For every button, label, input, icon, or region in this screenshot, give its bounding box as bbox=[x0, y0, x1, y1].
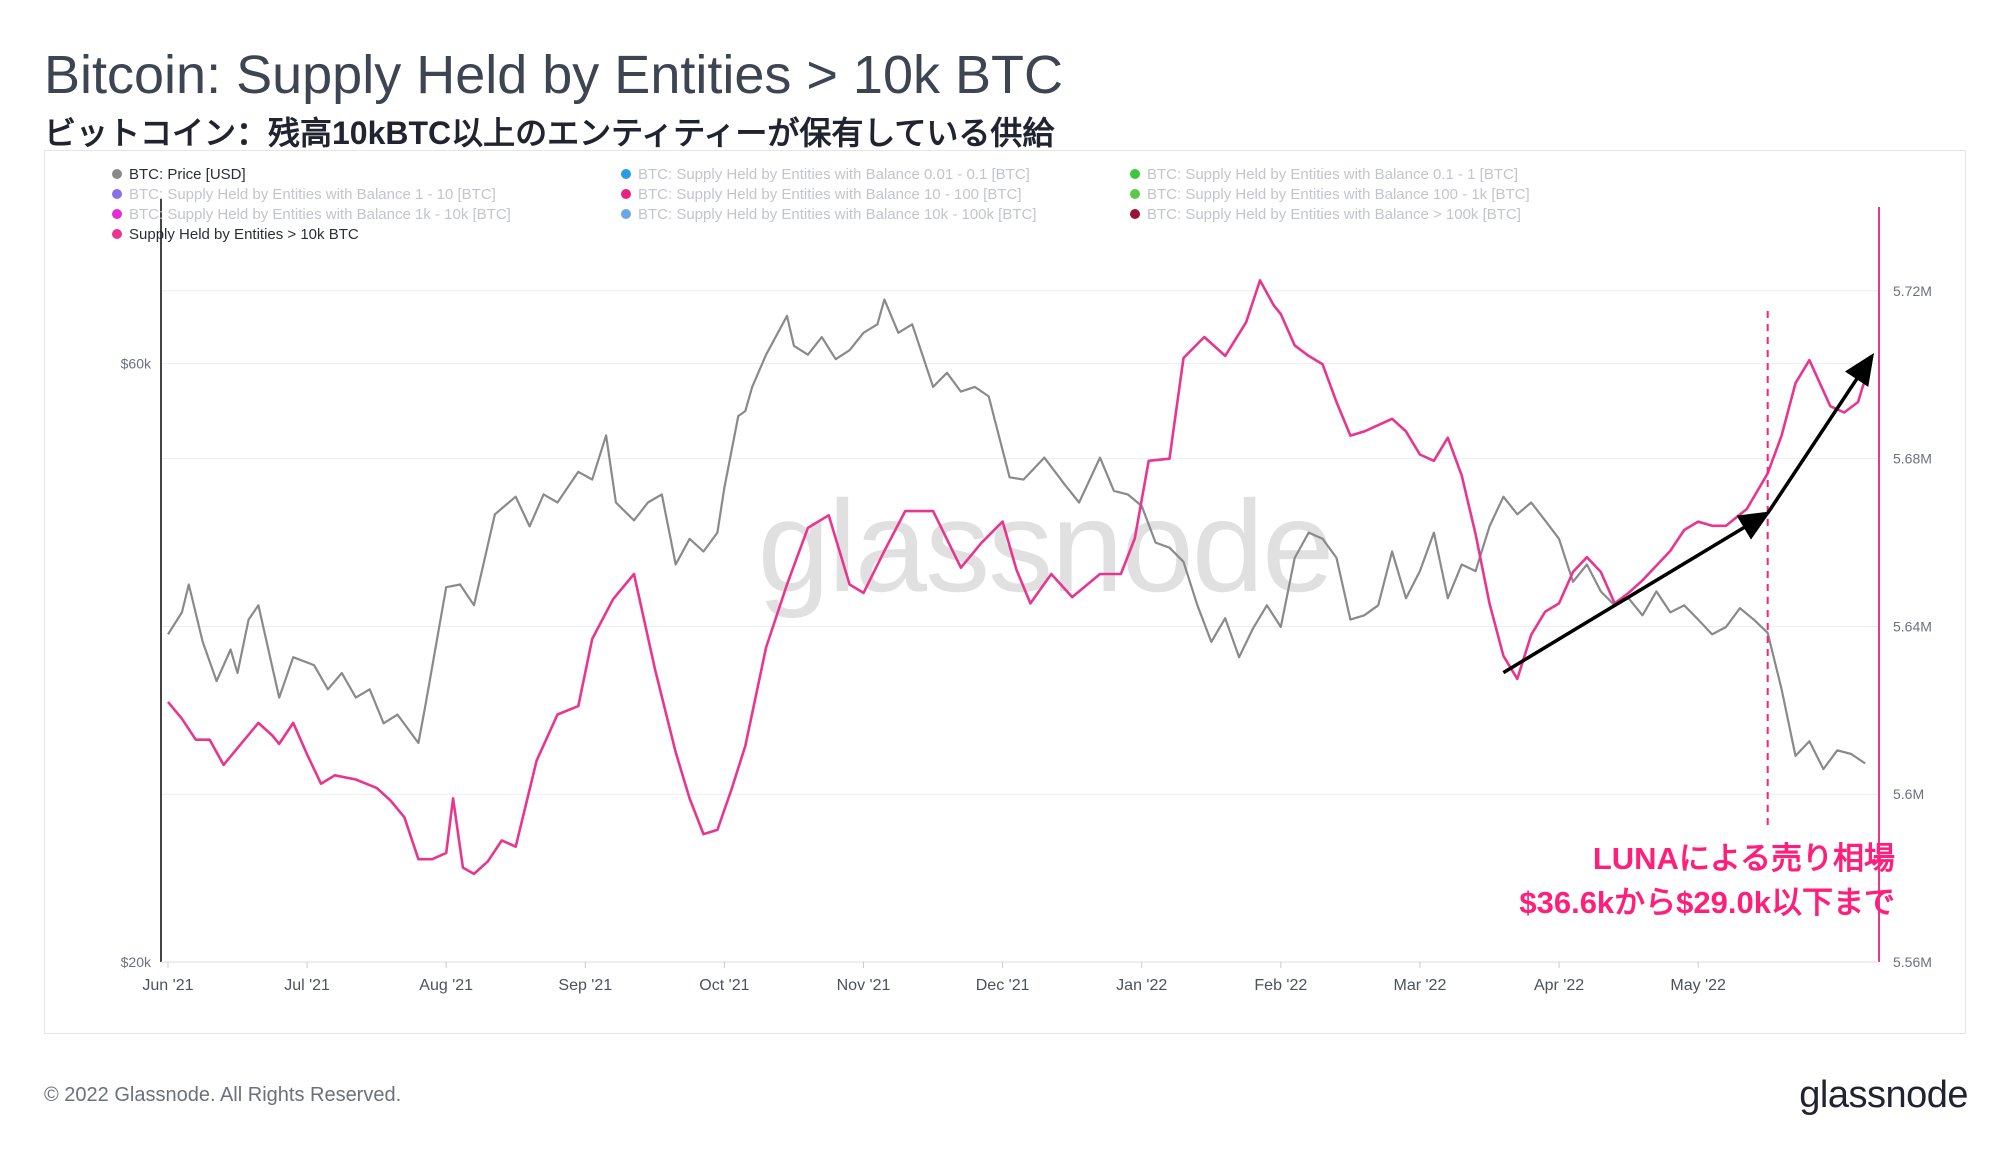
legend-item[interactable]: BTC: Supply Held by Entities with Balanc… bbox=[1130, 206, 1521, 223]
legend-dot bbox=[112, 209, 122, 219]
chart-panel: glassnode 5.56M 5.6M 5.64M 5.68M 5.72M $20k $6… bbox=[44, 150, 1966, 1034]
right-axis-tick-label: 5.68M bbox=[1893, 451, 1932, 467]
legend-dot bbox=[112, 229, 122, 239]
legend-dot bbox=[1130, 209, 1140, 219]
btc-price-line bbox=[167, 298, 1866, 771]
legend-label: BTC: Supply Held by Entities with Balanc… bbox=[638, 186, 1022, 203]
chart-legend[interactable]: BTC: Price [USD] BTC: Supply Held by Enti… bbox=[112, 166, 1530, 243]
supply-10k-line bbox=[166, 279, 1874, 876]
axis-ticks: 5.56M 5.6M 5.64M 5.68M 5.72M $20k $60k Jun '21 J… bbox=[121, 283, 1932, 994]
x-axis-tick-label: May '22 bbox=[1670, 977, 1726, 994]
x-axis-tick-label: Jun '21 bbox=[142, 977, 193, 994]
x-axis-tick-label: Jul '21 bbox=[284, 977, 330, 994]
page-subtitle: ビットコイン：残高10kBTC以上のエンティティーが保有している供給 bbox=[44, 115, 1055, 151]
legend-label: BTC: Supply Held by Entities with Balanc… bbox=[129, 206, 511, 223]
legend-dot bbox=[1130, 169, 1140, 179]
chart-axes bbox=[160, 199, 1880, 963]
left-axis-tick-label: $20k bbox=[121, 954, 152, 970]
annotation-line-2: $36.6kから$29.0k以下まで bbox=[1519, 885, 1895, 920]
chart-svg[interactable]: glassnode 5.56M 5.6M 5.64M 5.68M 5.72M $20k $6… bbox=[45, 151, 1967, 1035]
legend-dot bbox=[112, 189, 122, 199]
legend-item[interactable]: Supply Held by Entities > 10k BTC bbox=[112, 226, 359, 243]
legend-label: BTC: Price [USD] bbox=[129, 166, 246, 183]
legend-item[interactable]: BTC: Price [USD] bbox=[112, 166, 246, 183]
watermark: glassnode bbox=[758, 473, 1333, 619]
legend-item[interactable]: BTC: Supply Held by Entities with Balanc… bbox=[621, 186, 1022, 203]
legend-dot bbox=[1130, 189, 1140, 199]
legend-item[interactable]: BTC: Supply Held by Entities with Balanc… bbox=[1130, 166, 1518, 183]
legend-label: BTC: Supply Held by Entities with Balanc… bbox=[638, 166, 1030, 183]
x-axis-tick-label: Dec '21 bbox=[976, 977, 1030, 994]
series-lines bbox=[166, 279, 1874, 876]
legend-label: BTC: Supply Held by Entities with Balanc… bbox=[1147, 166, 1518, 183]
right-axis-tick-label: 5.72M bbox=[1893, 283, 1932, 299]
legend-label: BTC: Supply Held by Entities with Balanc… bbox=[1147, 186, 1530, 203]
copyright-footer: © 2022 Glassnode. All Rights Reserved. bbox=[44, 1084, 402, 1106]
annotation-line-1: LUNAによる売り相場 bbox=[1593, 841, 1895, 876]
x-axis-tick-label: Feb '22 bbox=[1254, 977, 1307, 994]
annotations: LUNAによる売り相場 $36.6kから$29.0k以下まで bbox=[1502, 311, 1895, 920]
x-axis-tick-label: Oct '21 bbox=[699, 977, 749, 994]
left-axis-tick-label: $60k bbox=[121, 356, 152, 372]
page-title: Bitcoin: Supply Held by Entities > 10k B… bbox=[44, 45, 1063, 105]
legend-item[interactable]: BTC: Supply Held by Entities with Balanc… bbox=[621, 206, 1037, 223]
right-axis-tick-label: 5.64M bbox=[1893, 618, 1932, 634]
x-axis-tick-label: Mar '22 bbox=[1394, 977, 1447, 994]
right-axis-tick-label: 5.56M bbox=[1893, 954, 1932, 970]
legend-dot bbox=[621, 169, 631, 179]
trend-arrow bbox=[1766, 352, 1874, 515]
x-axis-tick-label: Jan '22 bbox=[1116, 977, 1167, 994]
legend-label: BTC: Supply Held by Entities with Balanc… bbox=[638, 206, 1037, 223]
legend-item[interactable]: BTC: Supply Held by Entities with Balanc… bbox=[621, 166, 1030, 183]
legend-dot bbox=[112, 169, 122, 179]
glassnode-logo: glassnode bbox=[1799, 1074, 1968, 1116]
right-axis-tick-label: 5.6M bbox=[1893, 786, 1924, 802]
x-axis-tick-label: Nov '21 bbox=[837, 977, 891, 994]
trend-arrow bbox=[1502, 511, 1771, 675]
x-axis-tick-label: Sep '21 bbox=[558, 977, 612, 994]
legend-dot bbox=[621, 189, 631, 199]
legend-item[interactable]: BTC: Supply Held by Entities with Balanc… bbox=[112, 186, 496, 203]
legend-label: Supply Held by Entities > 10k BTC bbox=[129, 226, 359, 243]
legend-dot bbox=[621, 209, 631, 219]
legend-label: BTC: Supply Held by Entities with Balanc… bbox=[129, 186, 496, 203]
legend-item[interactable]: BTC: Supply Held by Entities with Balanc… bbox=[1130, 186, 1530, 203]
legend-label: BTC: Supply Held by Entities with Balanc… bbox=[1147, 206, 1521, 223]
x-axis-tick-label: Apr '22 bbox=[1534, 977, 1584, 994]
legend-item[interactable]: BTC: Supply Held by Entities with Balanc… bbox=[112, 206, 511, 223]
x-axis-tick-label: Aug '21 bbox=[419, 977, 473, 994]
